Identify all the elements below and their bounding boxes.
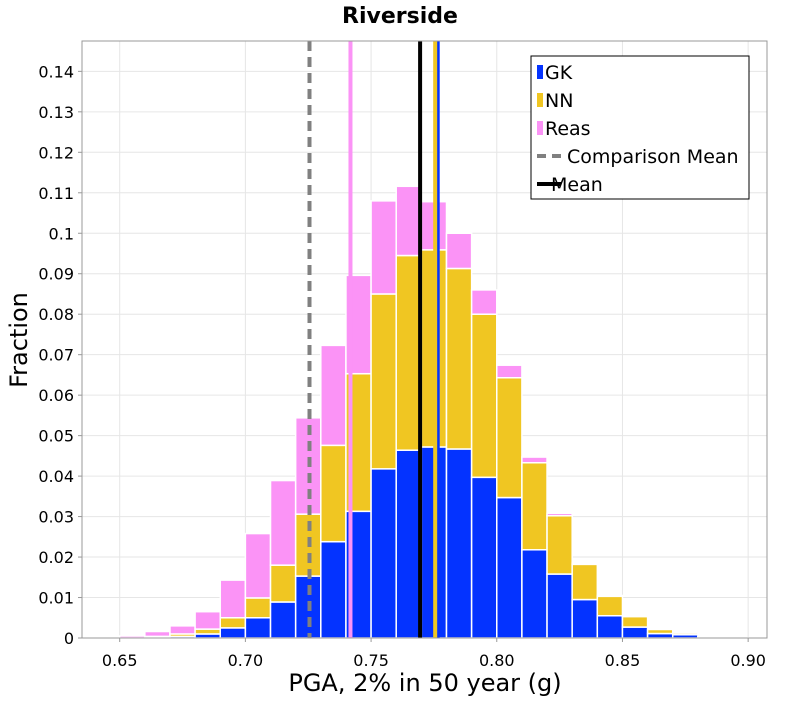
legend: GK NN Reas Comparison Mean Mean <box>531 56 749 199</box>
y-tick-label: 0.14 <box>38 62 74 81</box>
bar-reas <box>446 233 471 268</box>
legend-label: Reas <box>545 118 591 140</box>
bar-nn <box>622 617 647 628</box>
bar-reas <box>472 290 497 314</box>
chart-title: Riverside <box>342 4 458 29</box>
y-tick-label: 0.13 <box>38 103 74 122</box>
bar-gk <box>622 627 647 638</box>
bar-gk <box>522 550 547 638</box>
y-tick-label: 0.07 <box>38 346 74 365</box>
bar-nn <box>245 598 270 618</box>
bar-reas <box>145 632 170 637</box>
x-tick-label: 0.85 <box>605 651 641 670</box>
bar-gk <box>396 450 421 638</box>
bar-nn <box>572 564 597 599</box>
bar-gk <box>497 498 522 638</box>
bar-nn <box>522 463 547 550</box>
legend-swatch <box>537 121 543 135</box>
bar-reas <box>497 365 522 378</box>
bar-reas <box>396 186 421 255</box>
bar-nn <box>472 314 497 477</box>
bar-nn <box>547 516 572 574</box>
x-tick-label: 0.90 <box>730 651 766 670</box>
legend-item-reas: Reas <box>537 118 591 140</box>
x-axis-ticks: 0.65 0.70 0.75 0.80 0.85 0.90 <box>102 638 766 670</box>
y-tick-label: 0.1 <box>49 224 74 243</box>
bar-gk <box>547 574 572 638</box>
bar-gk <box>597 616 622 638</box>
bar-reas <box>547 513 572 515</box>
bar-nn <box>497 378 522 498</box>
legend-label: Comparison Mean <box>567 146 739 168</box>
bar-nn <box>597 596 622 615</box>
y-tick-label: 0.05 <box>38 427 74 446</box>
bar-gk <box>271 602 296 638</box>
x-tick-label: 0.65 <box>102 651 138 670</box>
y-tick-label: 0.09 <box>38 265 74 284</box>
y-axis-ticks: 0 0.01 0.02 0.03 0.04 0.05 0.06 0.07 0.08 0.09 0.1… <box>38 62 82 648</box>
bar-gk <box>371 469 396 638</box>
bar-gk <box>245 618 270 638</box>
legend-swatch <box>537 65 543 79</box>
bar-nn <box>446 268 471 449</box>
bar-reas <box>271 481 296 566</box>
bar-nn <box>673 633 698 635</box>
y-tick-label: 0.12 <box>38 143 74 162</box>
y-tick-label: 0.08 <box>38 305 74 324</box>
bar-reas <box>245 534 270 598</box>
y-tick-label: 0.04 <box>38 467 74 486</box>
y-tick-label: 0 <box>64 629 74 648</box>
x-tick-label: 0.80 <box>479 651 515 670</box>
y-tick-label: 0.11 <box>38 184 74 203</box>
bar-gk <box>321 542 346 638</box>
bar-gk <box>220 628 245 638</box>
bar-nn <box>220 618 245 628</box>
bar-gk <box>446 449 471 638</box>
bar-nn <box>321 445 346 541</box>
y-tick-label: 0.01 <box>38 589 74 608</box>
bar-reas <box>371 201 396 294</box>
bar-nn <box>648 630 673 634</box>
bar-reas <box>572 563 597 564</box>
bar-nn <box>271 565 296 602</box>
bar-reas <box>321 345 346 445</box>
bar-reas <box>220 580 245 618</box>
y-axis-label: Fraction <box>5 292 33 388</box>
bar-gk <box>572 600 597 638</box>
legend-label: NN <box>545 90 573 112</box>
legend-label: Mean <box>551 174 603 196</box>
bar-gk <box>472 477 497 638</box>
x-tick-label: 0.70 <box>228 651 264 670</box>
x-tick-label: 0.75 <box>353 651 389 670</box>
bar-reas <box>170 626 195 634</box>
bar-reas <box>195 612 220 629</box>
legend-item-comparison-mean: Comparison Mean <box>537 146 739 168</box>
bar-nn <box>396 256 421 451</box>
x-axis-label: PGA, 2% in 50 year (g) <box>288 669 561 697</box>
y-tick-label: 0.03 <box>38 508 74 527</box>
bar-reas <box>522 457 547 463</box>
legend-label: GK <box>545 62 573 84</box>
bar-reas <box>597 596 622 597</box>
y-tick-label: 0.02 <box>38 548 74 567</box>
legend-swatch <box>537 93 543 107</box>
bar-nn <box>371 294 396 469</box>
y-tick-label: 0.06 <box>38 386 74 405</box>
